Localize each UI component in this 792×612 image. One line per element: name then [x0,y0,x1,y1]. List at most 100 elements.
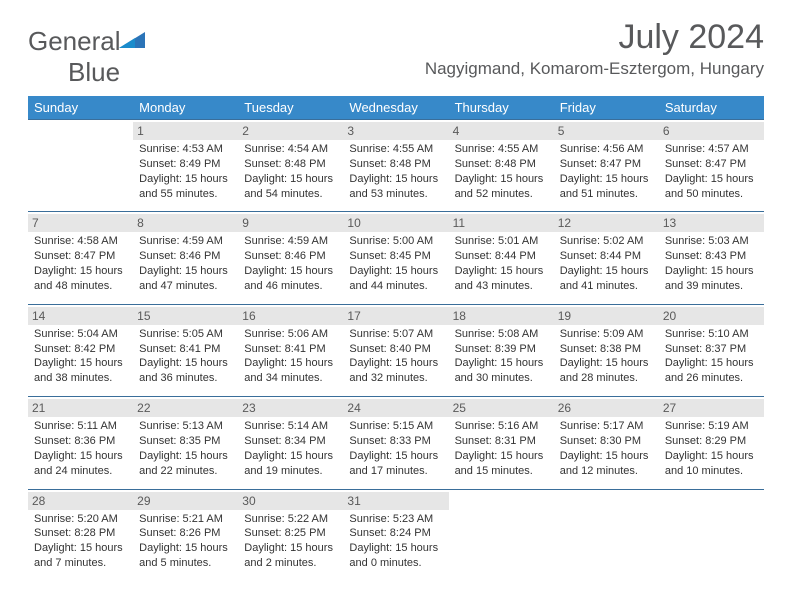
day-cell [554,489,659,581]
day-cell: 2Sunrise: 4:54 AMSunset: 8:48 PMDaylight… [238,120,343,212]
day-cell: 12Sunrise: 5:02 AMSunset: 8:44 PMDayligh… [554,212,659,304]
day-number: 3 [343,122,448,140]
day-cell: 1 Sunrise: 4:53 AMSunset: 8:49 PMDaylight… [133,120,238,212]
logo-text: General Blue [28,26,145,88]
day-cell [449,489,554,581]
day-number: 31 [343,492,448,510]
day-number: 27 [659,399,764,417]
day-cell [28,120,133,212]
weekday-header: Wednesday [343,96,448,120]
day-details: Sunrise: 5:14 AMSunset: 8:34 PMDaylight:… [244,419,337,478]
day-number: 8 [133,214,238,232]
day-details: Sunrise: 5:11 AMSunset: 8:36 PMDaylight:… [34,419,127,478]
day-number: 20 [659,307,764,325]
day-cell: 20 Sunrise: 5:10 AMSunset: 8:37 PMDayligh… [659,304,764,396]
day-cell: 8 Sunrise: 4:59 AMSunset: 8:46 PMDaylight… [133,212,238,304]
day-details: Sunrise: 5:10 AMSunset: 8:37 PMDaylight:… [665,327,758,386]
day-details: Sunrise: 4:53 AMSunset: 8:49 PMDaylight:… [139,142,232,201]
day-cell: 11Sunrise: 5:01 AMSunset: 8:44 PMDayligh… [449,212,554,304]
day-details: Sunrise: 4:58 AMSunset: 8:47 PMDaylight:… [34,234,127,293]
day-cell: 23 Sunrise: 5:14 AMSunset: 8:34 PMDayligh… [238,397,343,489]
day-cell: 21 Sunrise: 5:11 AMSunset: 8:36 PMDayligh… [28,397,133,489]
day-number: 21 [28,399,133,417]
day-cell: 16 Sunrise: 5:06 AMSunset: 8:41 PMDayligh… [238,304,343,396]
weekday-header: Tuesday [238,96,343,120]
day-cell: 3 Sunrise: 4:55 AMSunset: 8:48 PMDaylight… [343,120,448,212]
day-cell: 7 Sunrise: 4:58 AMSunset: 8:47 PMDaylight… [28,212,133,304]
calendar-table: Sunday Monday Tuesday Wednesday Thursday… [28,96,764,581]
day-cell: 6 Sunrise: 4:57 AMSunset: 8:47 PMDaylight… [659,120,764,212]
day-number: 29 [133,492,238,510]
day-details: Sunrise: 4:55 AMSunset: 8:48 PMDaylight:… [349,142,442,201]
day-details: Sunrise: 5:06 AMSunset: 8:41 PMDaylight:… [244,327,337,386]
day-cell: 22 Sunrise: 5:13 AMSunset: 8:35 PMDayligh… [133,397,238,489]
day-details: Sunrise: 5:16 AMSunset: 8:31 PMDaylight:… [455,419,548,478]
day-number: 10 [343,214,448,232]
day-details: Sunrise: 5:19 AMSunset: 8:29 PMDaylight:… [665,419,758,478]
day-number: 23 [238,399,343,417]
day-details: Sunrise: 4:57 AMSunset: 8:47 PMDaylight:… [665,142,758,201]
day-cell: 30 Sunrise: 5:22 AMSunset: 8:25 PMDayligh… [238,489,343,581]
day-cell: 28 Sunrise: 5:20 AMSunset: 8:28 PMDayligh… [28,489,133,581]
day-number: 12 [554,214,659,232]
day-number: 19 [554,307,659,325]
day-number: 9 [238,214,343,232]
day-number: 16 [238,307,343,325]
day-number: 4 [449,122,554,140]
day-cell: 29 Sunrise: 5:21 AMSunset: 8:26 PMDayligh… [133,489,238,581]
day-details: Sunrise: 4:55 AMSunset: 8:48 PMDaylight:… [455,142,548,201]
day-cell: 19 Sunrise: 5:09 AMSunset: 8:38 PMDayligh… [554,304,659,396]
day-details: Sunrise: 5:15 AMSunset: 8:33 PMDaylight:… [349,419,442,478]
day-details: Sunrise: 5:22 AMSunset: 8:25 PMDaylight:… [244,512,337,571]
day-details: Sunrise: 5:23 AMSunset: 8:24 PMDaylight:… [349,512,442,571]
day-details: Sunrise: 5:05 AMSunset: 8:41 PMDaylight:… [139,327,232,386]
day-details: Sunrise: 5:21 AMSunset: 8:26 PMDaylight:… [139,512,232,571]
day-cell: 13 Sunrise: 5:03 AMSunset: 8:43 PMDayligh… [659,212,764,304]
day-cell: 25Sunrise: 5:16 AMSunset: 8:31 PMDayligh… [449,397,554,489]
title-block: July 2024 Nagyigmand, Komarom-Esztergom,… [425,18,764,79]
day-cell: 31 Sunrise: 5:23 AMSunset: 8:24 PMDayligh… [343,489,448,581]
location-text: Nagyigmand, Komarom-Esztergom, Hungary [425,59,764,79]
day-number: 30 [238,492,343,510]
day-cell: 14Sunrise: 5:04 AMSunset: 8:42 PMDayligh… [28,304,133,396]
weekday-header: Thursday [449,96,554,120]
day-details: Sunrise: 5:00 AMSunset: 8:45 PMDaylight:… [349,234,442,293]
logo-word2: Blue [68,57,120,87]
day-number: 13 [659,214,764,232]
day-cell: 17 Sunrise: 5:07 AMSunset: 8:40 PMDayligh… [343,304,448,396]
day-details: Sunrise: 4:59 AMSunset: 8:46 PMDaylight:… [139,234,232,293]
day-details: Sunrise: 5:07 AMSunset: 8:40 PMDaylight:… [349,327,442,386]
week-row: 1 Sunrise: 4:53 AMSunset: 8:49 PMDaylight… [28,120,764,212]
day-cell: 5Sunrise: 4:56 AMSunset: 8:47 PMDaylight… [554,120,659,212]
day-number: 17 [343,307,448,325]
week-row: 21 Sunrise: 5:11 AMSunset: 8:36 PMDayligh… [28,397,764,489]
day-details: Sunrise: 5:17 AMSunset: 8:30 PMDaylight:… [560,419,653,478]
day-details: Sunrise: 5:03 AMSunset: 8:43 PMDaylight:… [665,234,758,293]
day-cell: 15Sunrise: 5:05 AMSunset: 8:41 PMDayligh… [133,304,238,396]
day-details: Sunrise: 4:56 AMSunset: 8:47 PMDaylight:… [560,142,653,201]
logo-word1: General [28,26,121,56]
day-number: 28 [28,492,133,510]
day-cell: 24Sunrise: 5:15 AMSunset: 8:33 PMDayligh… [343,397,448,489]
day-cell [659,489,764,581]
week-row: 7 Sunrise: 4:58 AMSunset: 8:47 PMDaylight… [28,212,764,304]
week-row: 28 Sunrise: 5:20 AMSunset: 8:28 PMDayligh… [28,489,764,581]
day-details: Sunrise: 5:13 AMSunset: 8:35 PMDaylight:… [139,419,232,478]
day-number: 11 [449,214,554,232]
logo-triangle-icon [119,30,145,50]
day-number: 1 [133,122,238,140]
day-cell: 9Sunrise: 4:59 AMSunset: 8:46 PMDaylight… [238,212,343,304]
weekday-header: Friday [554,96,659,120]
day-details: Sunrise: 5:04 AMSunset: 8:42 PMDaylight:… [34,327,127,386]
day-details: Sunrise: 5:09 AMSunset: 8:38 PMDaylight:… [560,327,653,386]
month-title: July 2024 [425,18,764,57]
day-cell: 4 Sunrise: 4:55 AMSunset: 8:48 PMDaylight… [449,120,554,212]
day-number: 6 [659,122,764,140]
logo: General Blue [28,18,145,88]
day-number: 22 [133,399,238,417]
header: General Blue July 2024 Nagyigmand, Komar… [28,18,764,88]
day-details: Sunrise: 5:20 AMSunset: 8:28 PMDaylight:… [34,512,127,571]
weekday-header-row: Sunday Monday Tuesday Wednesday Thursday… [28,96,764,120]
day-number: 7 [28,214,133,232]
day-details: Sunrise: 5:08 AMSunset: 8:39 PMDaylight:… [455,327,548,386]
